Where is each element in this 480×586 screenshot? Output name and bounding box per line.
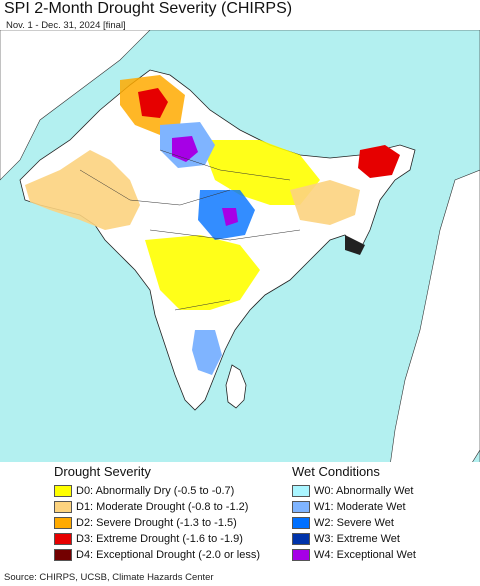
extreme-north-spot <box>138 88 168 118</box>
legend-label: W1: Moderate Wet <box>314 501 406 513</box>
source-credit: Source: CHIRPS, UCSB, Climate Hazards Ce… <box>4 572 214 583</box>
legend-item-w2: W2: Severe Wet <box>292 515 394 531</box>
legend-swatch <box>54 533 72 545</box>
extreme-northeast-spot <box>358 145 400 178</box>
legend-swatch <box>54 517 72 529</box>
legend-item-d1: D1: Moderate Drought (-0.8 to -1.2) <box>54 499 248 515</box>
legend-item-w1: W1: Moderate Wet <box>292 499 406 515</box>
legend-item-d3: D3: Extreme Drought (-1.6 to -1.9) <box>54 531 243 547</box>
yellow-south-region <box>145 235 260 310</box>
drought-legend-heading: Drought Severity <box>54 464 151 479</box>
legend-swatch <box>292 549 310 561</box>
sri-lanka <box>225 364 247 409</box>
moderate-dry-east <box>290 180 360 225</box>
legend-label: W3: Extreme Wet <box>314 533 400 545</box>
legend-swatch <box>54 549 72 561</box>
legend-label: D1: Moderate Drought (-0.8 to -1.2) <box>76 501 249 513</box>
legend-label: W0: Abnormally Wet <box>314 485 414 497</box>
map-subtitle: Nov. 1 - Dec. 31, 2024 [final] <box>6 20 126 31</box>
legend-item-d0: D0: Abnormally Dry (-0.5 to -0.7) <box>54 483 234 499</box>
yellow-central-belt <box>200 140 320 205</box>
legend-label: D0: Abnormally Dry (-0.5 to -0.7) <box>76 485 235 497</box>
map-title: SPI 2-Month Drought Severity (CHIRPS) <box>4 0 293 17</box>
legend-label: W2: Severe Wet <box>314 517 394 529</box>
legend-swatch <box>54 501 72 513</box>
legend-item-w4: W4: Exceptional Wet <box>292 547 416 563</box>
legend-label: W4: Exceptional Wet <box>314 549 416 561</box>
legend-swatch <box>292 501 310 513</box>
surrounding-land <box>0 30 480 466</box>
legend-item-d2: D2: Severe Drought (-1.3 to -1.5) <box>54 515 237 531</box>
exceptional-wet-central <box>222 208 238 226</box>
exceptional-wet-spot <box>172 136 198 162</box>
legend: Drought Severity Wet Conditions D0: Abno… <box>0 462 480 572</box>
legend-swatch <box>292 517 310 529</box>
legend-swatch <box>292 533 310 545</box>
wet-south-region <box>192 330 222 375</box>
wet-legend-heading: Wet Conditions <box>292 464 380 479</box>
legend-item-d4: D4: Exceptional Drought (-2.0 or less) <box>54 547 260 563</box>
state-borders <box>79 149 301 311</box>
legend-item-w0: W0: Abnormally Wet <box>292 483 413 499</box>
legend-label: D3: Extreme Drought (-1.6 to -1.9) <box>76 533 243 545</box>
legend-label: D4: Exceptional Drought (-2.0 or less) <box>76 549 261 561</box>
bay-of-bengal-coast <box>345 235 365 255</box>
legend-label: D2: Severe Drought (-1.3 to -1.5) <box>76 517 237 529</box>
legend-item-w3: W3: Extreme Wet <box>292 531 400 547</box>
drought-map <box>0 30 480 466</box>
dry-west-region <box>25 150 140 230</box>
western-land <box>0 30 151 181</box>
legend-swatch <box>292 485 310 497</box>
legend-swatch <box>54 485 72 497</box>
